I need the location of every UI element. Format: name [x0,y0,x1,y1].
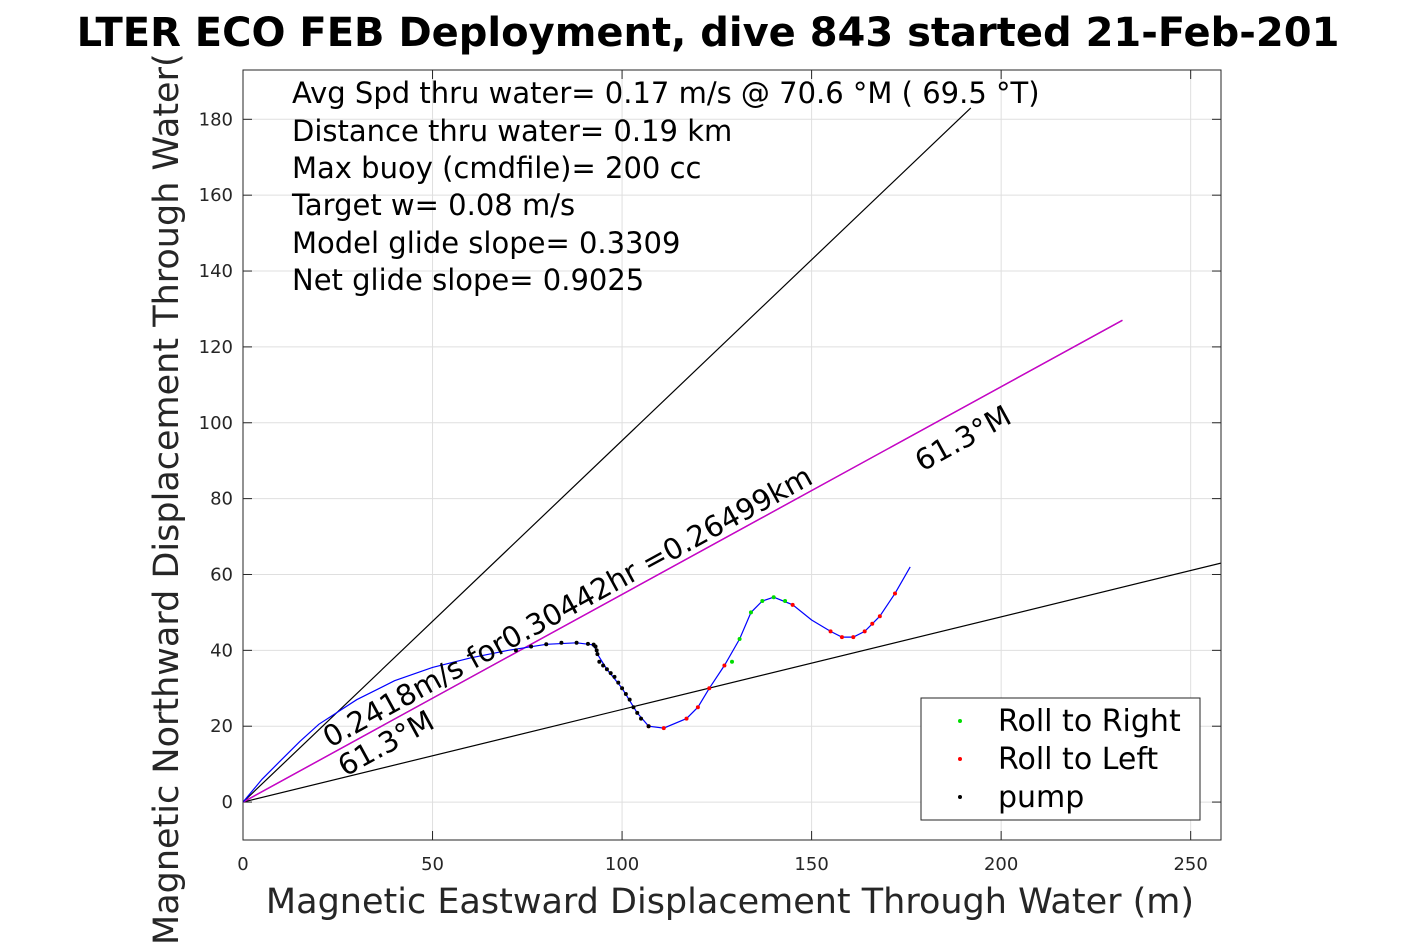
roll-left-point [661,726,666,731]
y-tick-label: 100 [199,413,233,434]
y-tick-label: 160 [199,185,233,206]
roll-right-point [730,659,734,664]
pump-point [620,686,625,691]
pump-point [595,652,600,657]
pump-point [635,710,640,715]
reference-line [243,562,1221,803]
glide-line-path [243,319,1123,803]
info-line: Target w= 0.08 m/s [291,188,575,222]
roll-left-point [722,663,727,668]
legend-label: Roll to Left [998,742,1158,777]
x-tick-label: 200 [984,854,1018,875]
roll-left-point [695,705,700,710]
roll-left-point [877,614,882,619]
roll-left-point [893,591,897,596]
axis-ticks: 0 50 100 150 200 250 0 20 40 60 80 100 120 140 160 180 [199,70,1221,875]
roll-left-point [839,635,844,640]
info-line: Avg Spd thru water= 0.17 m/s @ 70.6 °M (… [292,76,1040,110]
pump-point [646,724,651,729]
info-line: Max buoy (cmdfile)= 200 cc [292,151,701,185]
legend-box [920,697,1201,821]
pump-point [612,674,617,679]
pump-point [593,644,598,649]
roll-left-point [862,629,867,634]
plot-frame [242,69,1222,841]
roll-left-point [870,621,875,626]
glide-line [243,319,1123,803]
roll-left-point [851,635,856,640]
pump-point [513,648,518,653]
pump-point [623,691,628,696]
pump-point [627,697,632,702]
roll-right-point [748,610,753,615]
chart-title: LTER ECO FEB Deployment, dive 843 starte… [77,10,1340,56]
legend-marker-roll-left [958,757,962,761]
x-tick-label: 250 [1173,854,1207,875]
x-tick-label: 0 [237,854,248,875]
y-tick-label: 120 [199,337,233,358]
legend-label: pump [998,780,1084,815]
pump-point [604,667,609,672]
pump-point [529,644,534,649]
y-tick-label: 0 [222,792,233,813]
x-axis-label: Magnetic Eastward Displacement Through W… [266,882,1194,922]
dive-track [243,566,911,803]
x-tick-label: 150 [794,854,828,875]
pump-point [631,705,636,710]
roll-left-point [790,602,795,607]
pump-point [616,680,621,685]
x-tick-label: 50 [421,854,444,875]
info-line: Net glide slope= 0.9025 [292,263,644,297]
legend-marker-pump [958,795,962,799]
y-tick-label: 140 [199,261,233,282]
pump-point [594,648,599,653]
roll-right-point [737,636,742,641]
info-line: Model glide slope= 0.3309 [292,226,680,260]
y-tick-label: 20 [210,716,233,737]
y-tick-label: 40 [210,640,233,661]
y-tick-label: 60 [210,564,233,585]
reference-line [243,107,972,803]
track-line [243,566,911,803]
pump-point [639,716,644,721]
legend-label: Roll to Right [998,704,1181,739]
info-text-block: Avg Spd thru water= 0.17 m/s @ 70.6 °M (… [291,76,1040,297]
x-tick-label: 100 [605,854,639,875]
pump-point [601,663,606,668]
legend-marker-roll-right [958,719,962,723]
roll-right-point [783,599,788,604]
roll-right-point [771,595,776,600]
grid-lines [242,70,1221,840]
roll-left-point [707,686,712,691]
pump-point [597,659,602,664]
y-tick-label: 180 [199,109,233,130]
pump-point [559,640,564,645]
roll-left-point [828,629,833,634]
roll-right-point [760,599,765,604]
y-axis-label: Magnetic Northward Displacement Through … [147,53,187,945]
legend: Roll to Right Roll to Left pump [920,697,1201,821]
sample-points [513,591,897,731]
info-line: Distance thru water= 0.19 km [292,114,732,148]
pump-point [608,671,613,676]
roll-left-point [684,716,689,721]
pump-point [585,641,590,646]
pump-point [544,642,549,647]
pump-point [574,640,579,645]
y-tick-label: 80 [210,489,233,510]
